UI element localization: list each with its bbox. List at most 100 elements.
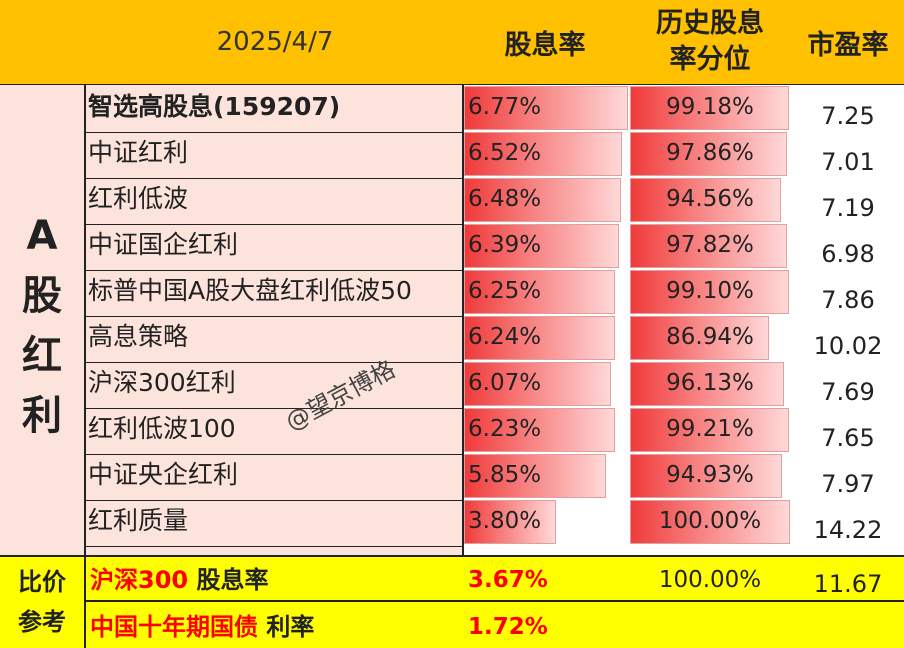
row-name: 中证国企红利 <box>88 230 239 259</box>
yield-bar <box>464 270 615 314</box>
yield-bar <box>464 362 611 406</box>
pe-value: 7.01 <box>821 148 875 176</box>
yield-value: 6.25% <box>468 278 542 304</box>
row-name: 标普中国A股大盘红利低波50 <box>88 276 412 305</box>
percentile-bar <box>630 454 782 498</box>
group-label-bg <box>0 84 84 556</box>
percentile-value: 86.94% <box>666 324 754 350</box>
compare-name-red: 沪深300 <box>90 566 189 594</box>
percentile-bar <box>630 408 789 452</box>
compare-bond-yield: 1.72% <box>468 614 548 640</box>
yield-bar <box>464 500 556 544</box>
divider <box>86 178 462 179</box>
percentile-value: 97.82% <box>666 232 754 258</box>
compare-row-hs300: 沪深300 股息率 <box>90 560 460 600</box>
yield-value: 3.80% <box>468 508 542 534</box>
divider <box>84 556 86 648</box>
compare-row-bond: 中国十年期国债 利率 <box>90 606 460 648</box>
header-percentile-line2: 率分位 <box>669 44 751 75</box>
divider <box>86 408 462 409</box>
percentile-value: 99.21% <box>666 416 754 442</box>
yield-bar <box>464 178 621 222</box>
pe-value: 7.65 <box>821 424 875 452</box>
row-name: 沪深300红利 <box>88 368 236 397</box>
row-name: 红利质量 <box>88 506 189 535</box>
percentile-bar <box>630 270 789 314</box>
compare-name-red: 中国十年期国债 <box>90 613 258 641</box>
yield-bar <box>464 224 619 268</box>
percentile-bar <box>630 316 769 360</box>
compare-name-black: 股息率 <box>188 566 269 594</box>
pe-value: 7.19 <box>821 194 875 222</box>
yield-bar <box>464 454 606 498</box>
names-bg <box>86 84 462 556</box>
header-yield: 股息率 <box>504 29 586 61</box>
row-name: 智选高股息(159207) <box>88 92 341 121</box>
percentile-bar <box>630 362 784 406</box>
divider <box>86 316 462 317</box>
divider <box>462 84 464 556</box>
compare-section <box>0 556 904 648</box>
pe-value: 6.98 <box>821 240 875 268</box>
percentile-value: 99.18% <box>666 94 754 120</box>
pe-value: 7.69 <box>821 378 875 406</box>
row-name: 高息策略 <box>88 322 189 351</box>
group-label: A 股 红 利 <box>0 206 84 446</box>
percentile-value: 94.93% <box>666 462 754 488</box>
percentile-value: 96.13% <box>666 370 754 396</box>
yield-value: 6.77% <box>468 94 542 120</box>
compare-hs300-percentile: 100.00% <box>658 567 762 593</box>
divider <box>86 454 462 455</box>
header-row <box>0 0 904 84</box>
yield-value: 6.23% <box>468 416 542 442</box>
pe-value: 7.97 <box>821 470 875 498</box>
row-name: 红利低波100 <box>88 414 236 443</box>
percentile-bar <box>630 178 781 222</box>
compare-hs300-yield: 3.67% <box>468 567 548 593</box>
percentile-value: 94.56% <box>666 186 754 212</box>
header-date: 2025/4/7 <box>216 27 334 57</box>
divider <box>86 500 462 501</box>
divider <box>86 546 462 547</box>
compare-label-line2: 参考 <box>18 608 66 636</box>
header-pe: 市盈率 <box>807 29 889 61</box>
pe-value: 10.02 <box>813 332 883 360</box>
row-name: 红利低波 <box>88 184 189 213</box>
pe-value: 7.25 <box>821 102 875 130</box>
yield-value: 6.39% <box>468 232 542 258</box>
yield-value: 6.07% <box>468 370 542 396</box>
yield-bar <box>464 316 615 360</box>
divider <box>86 362 462 363</box>
compare-label: 比价 参考 <box>0 562 84 642</box>
group-label-char: 红 <box>22 333 62 379</box>
percentile-bar <box>630 132 787 176</box>
pe-value: 7.86 <box>821 286 875 314</box>
yield-value: 6.52% <box>468 140 542 166</box>
divider <box>84 600 904 602</box>
yield-value: 6.48% <box>468 186 542 212</box>
yield-value: 6.24% <box>468 324 542 350</box>
group-label-char: 股 <box>22 273 62 319</box>
compare-hs300-pe: 11.67 <box>813 570 883 598</box>
compare-name-black: 利率 <box>258 613 315 641</box>
row-name: 中证央企红利 <box>88 460 239 489</box>
percentile-value: 97.86% <box>666 140 754 166</box>
group-label-char: A <box>26 213 58 259</box>
percentile-bar <box>630 224 787 268</box>
compare-label-line1: 比价 <box>18 568 66 596</box>
header-percentile-line1: 历史股息 <box>656 8 764 39</box>
yield-bar <box>464 132 622 176</box>
divider <box>86 224 462 225</box>
header-percentile: 历史股息 率分位 <box>628 6 792 84</box>
percentile-value: 100.00% <box>658 508 762 534</box>
percentile-value: 99.10% <box>666 278 754 304</box>
divider <box>0 555 904 557</box>
yield-bar <box>464 408 615 452</box>
group-label-char: 利 <box>22 393 62 439</box>
divider <box>84 84 86 556</box>
yield-bar <box>464 86 628 130</box>
percentile-bar <box>630 86 789 130</box>
divider <box>86 270 462 271</box>
yield-value: 5.85% <box>468 462 542 488</box>
